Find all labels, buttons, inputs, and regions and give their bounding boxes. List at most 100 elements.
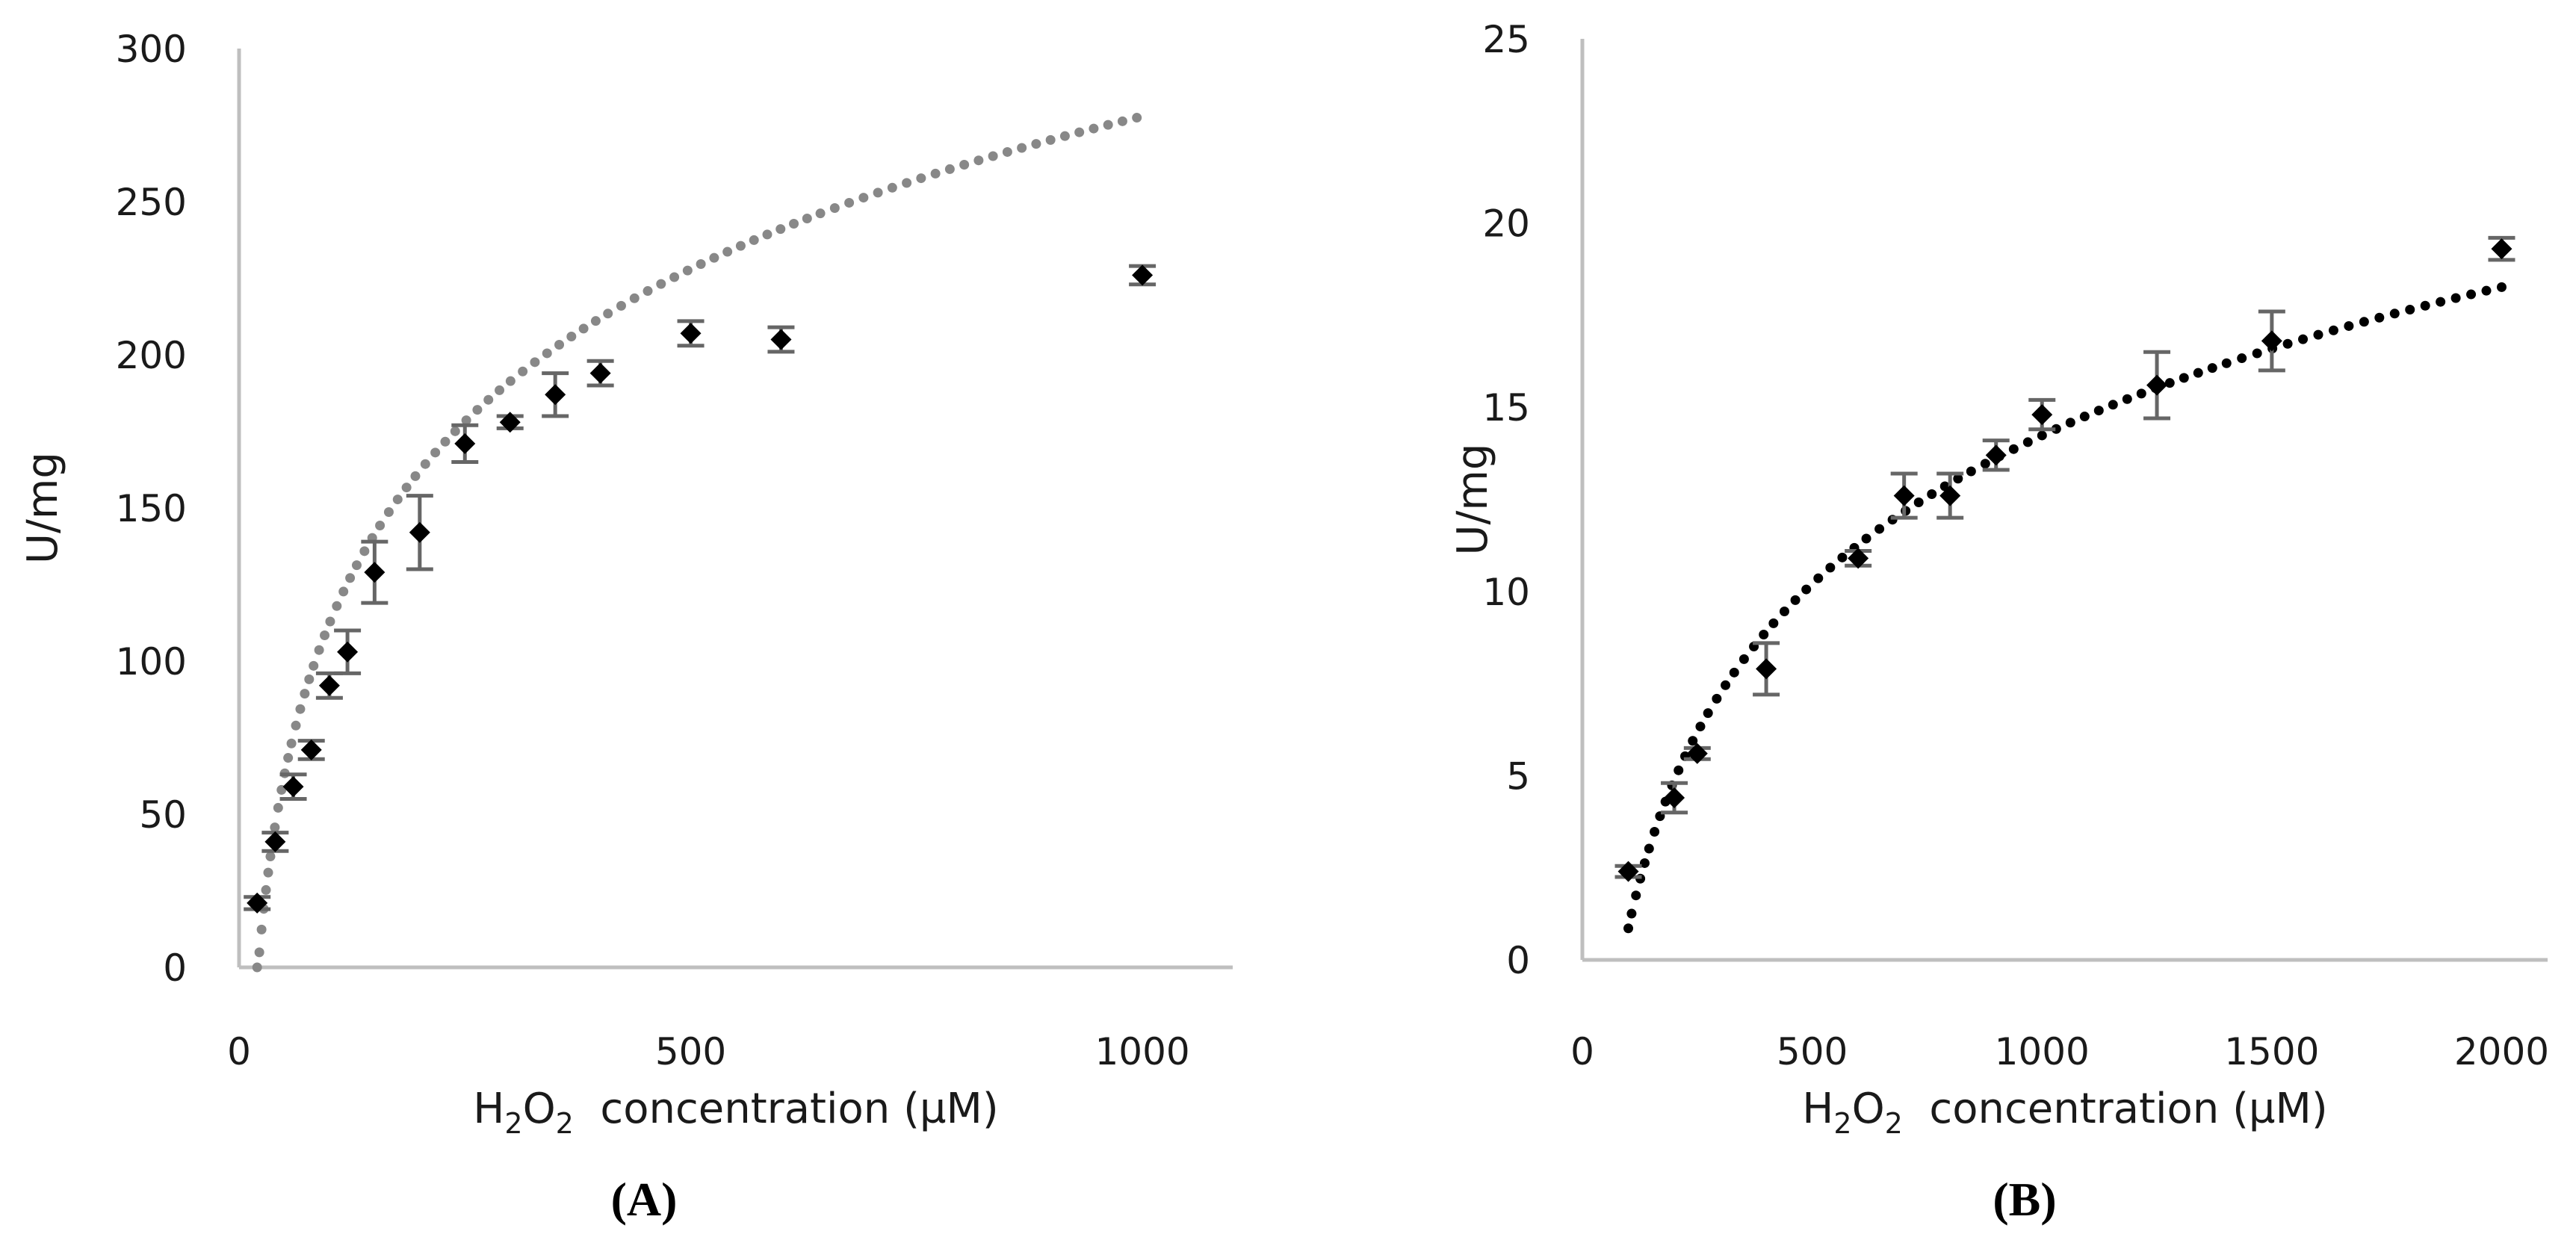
trendline-dot <box>270 822 280 833</box>
trendline-dot <box>1059 131 1070 141</box>
trendline-dot <box>2136 388 2146 399</box>
data-point <box>2261 330 2282 352</box>
trendline-dot <box>1002 146 1012 157</box>
trendline-dot <box>2193 368 2203 378</box>
trendline-dot <box>696 259 706 270</box>
trendline-dot <box>1768 618 1779 628</box>
trendline-dot <box>392 495 403 505</box>
trendline-dot <box>2328 325 2338 335</box>
data-point <box>1132 264 1154 286</box>
trendline-dot <box>300 689 310 699</box>
panel-label: (B) <box>1993 1173 2056 1226</box>
trendline-dot <box>930 168 941 179</box>
data-point <box>2146 374 2168 396</box>
trendline-dot <box>2079 412 2090 422</box>
trendline-dot <box>1089 123 1099 134</box>
x-tick-label: 2000 <box>2454 1030 2549 1073</box>
trendline-dot <box>1927 489 1937 500</box>
trendline-dot <box>375 520 386 530</box>
y-tick-label: 25 <box>1482 18 1530 61</box>
trendline-dot <box>283 753 294 763</box>
trendline-dot <box>325 616 335 627</box>
data-point <box>1686 743 1708 764</box>
trendline-dot <box>542 348 552 359</box>
x-tick-label: 1000 <box>1995 1030 2090 1073</box>
y-tick-label: 100 <box>116 640 187 684</box>
y-axis-title: U/mg <box>1449 444 1497 556</box>
data-point <box>247 892 268 914</box>
trendline-dot <box>1712 693 1722 704</box>
trendline-dot <box>2374 312 2385 323</box>
trendline-dot <box>1739 654 1749 664</box>
trendline-dot <box>2122 394 2132 404</box>
trendline-dot <box>2037 430 2047 441</box>
trendline-dot <box>1813 573 1824 583</box>
trendline-dot <box>2164 378 2175 388</box>
trendline-dot <box>858 193 869 203</box>
trendline-dot <box>450 426 460 436</box>
trendline <box>1623 282 2507 934</box>
y-tick-label: 15 <box>1482 386 1530 430</box>
trendline-dot <box>2359 317 2369 327</box>
trendline-dot <box>1103 120 1113 130</box>
trendline-dot <box>2481 285 2492 296</box>
trendline-dot <box>1729 667 1739 678</box>
y-tick-label: 20 <box>1482 202 1530 246</box>
x-tick-label: 1000 <box>1095 1030 1189 1073</box>
trendline-dot <box>252 962 262 973</box>
trendline-dot <box>669 272 680 282</box>
trendline-dot <box>2313 329 2323 340</box>
trendline-dot <box>518 366 528 376</box>
trendline-dot <box>401 483 412 493</box>
trendline-dot <box>1759 630 1769 640</box>
trendline-dot <box>1132 113 1142 123</box>
trendline-dot <box>273 802 283 813</box>
trendline <box>252 113 1142 973</box>
trendline-dot <box>1639 858 1650 868</box>
trendline-dot <box>616 300 626 311</box>
trendline-dot <box>2298 334 2309 344</box>
trendline-dot <box>2051 424 2061 434</box>
trendline-dot <box>2221 358 2232 368</box>
trendline-dot <box>410 471 421 481</box>
trendline-dot <box>1837 552 1848 562</box>
trendline-dot <box>916 173 926 184</box>
trendline-dot <box>261 884 271 895</box>
trendline-dot <box>973 155 984 166</box>
chart-panel-b: 0 5 10 15 20 25 0 500 1000 1500 2000 U/mg H2O2 conce… <box>1449 18 2549 1226</box>
trendline-dot <box>873 187 883 198</box>
trendline-dot <box>1790 595 1801 605</box>
trendline-dot <box>256 924 267 934</box>
trendline-dot <box>295 704 306 714</box>
trendline-dot <box>472 405 483 415</box>
trendline-dot <box>461 415 471 426</box>
trendline-dot <box>2093 406 2104 416</box>
trendline-dot <box>1721 680 1731 690</box>
trendline-dot <box>1626 908 1637 919</box>
trendline-dot <box>1953 474 1963 484</box>
trendline-dot <box>263 867 273 878</box>
x-tick-label: 500 <box>655 1030 726 1073</box>
trendline-dot <box>1688 736 1698 746</box>
trendline-dot <box>656 279 666 289</box>
panel-label: (A) <box>611 1173 678 1226</box>
trendline-dot <box>1031 139 1041 149</box>
trendline-dot <box>2389 309 2400 319</box>
y-tick-label: 50 <box>139 793 187 837</box>
trendline-dot <box>554 340 565 350</box>
y-tick-label: 250 <box>116 181 187 224</box>
data-point <box>264 831 286 852</box>
trendline-dot <box>2450 293 2461 303</box>
trendline-dot <box>1631 890 1641 901</box>
trendline-dot <box>2108 400 2118 410</box>
trendline-dot <box>682 265 693 276</box>
trendline-dot <box>578 323 589 334</box>
y-tick-label: 0 <box>163 946 187 990</box>
y-tick-label: 200 <box>116 334 187 377</box>
y-tick-label: 5 <box>1506 754 1530 798</box>
y-axis-title: U/mg <box>19 452 67 564</box>
data-point <box>499 412 521 433</box>
trendline-dot <box>1674 765 1684 775</box>
trendline-dot <box>1861 533 1871 544</box>
trendline-dot <box>345 573 356 583</box>
